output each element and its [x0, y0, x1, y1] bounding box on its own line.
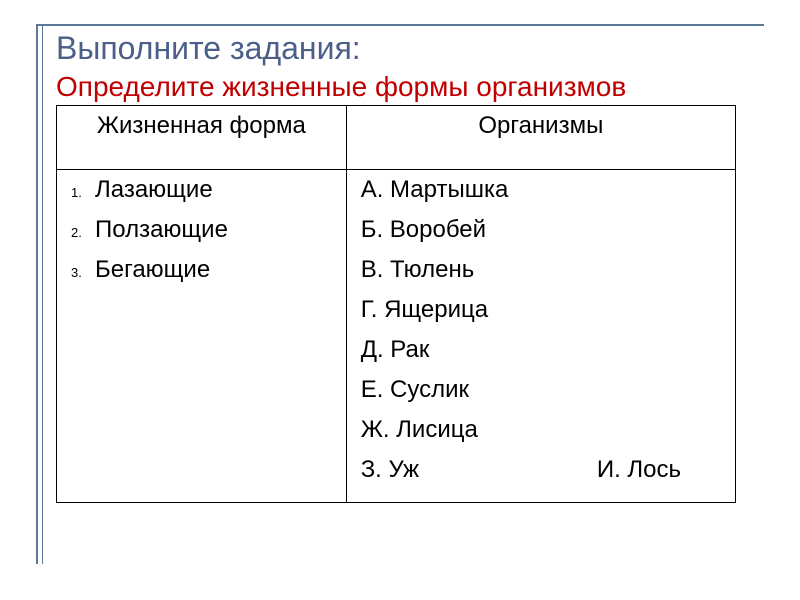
header-life-form: Жизненная форма: [57, 106, 347, 170]
list-number: 1.: [71, 185, 95, 200]
organism-last-row: З. Уж И. Лось: [361, 456, 721, 484]
organism-item: А. Мартышка: [361, 176, 721, 204]
organism-item: В. Тюлень: [361, 256, 721, 284]
life-form-list: 1. Лазающие 2. Ползающие 3. Бегающие: [71, 176, 332, 284]
slide-border-left: [36, 24, 38, 564]
table-body-row: 1. Лазающие 2. Ползающие 3. Бегающие А. …: [57, 170, 736, 503]
organism-item: Е. Суслик: [361, 376, 721, 404]
list-item: 3. Бегающие: [71, 256, 332, 284]
organism-last-second: И. Лось: [597, 456, 721, 484]
organism-item: Ж. Лисица: [361, 416, 721, 444]
list-label: Лазающие: [95, 176, 213, 204]
list-label: Бегающие: [95, 256, 210, 284]
organism-item: Г. Ящерица: [361, 296, 721, 324]
organism-list: А. Мартышка Б. Воробей В. Тюлень Г. Ящер…: [361, 176, 721, 484]
list-label: Ползающие: [95, 216, 228, 244]
organism-item-last: З. Уж И. Лось: [361, 456, 721, 484]
header-organisms: Организмы: [346, 106, 735, 170]
slide-content: Выполните задания: Определите жизненные …: [56, 30, 764, 503]
slide-border-left-inner: [42, 24, 43, 564]
slide-border-top: [36, 24, 764, 26]
cell-organisms: А. Мартышка Б. Воробей В. Тюлень Г. Ящер…: [346, 170, 735, 503]
table-header-row: Жизненная форма Организмы: [57, 106, 736, 170]
title-sub: Определите жизненные формы организмов: [56, 71, 764, 103]
title-main: Выполните задания:: [56, 30, 764, 67]
organism-item: Б. Воробей: [361, 216, 721, 244]
list-item: 1. Лазающие: [71, 176, 332, 204]
list-number: 3.: [71, 265, 95, 280]
list-number: 2.: [71, 225, 95, 240]
task-table: Жизненная форма Организмы 1. Лазающие 2.…: [56, 105, 736, 503]
organism-item: Д. Рак: [361, 336, 721, 364]
organism-last-first: З. Уж: [361, 456, 419, 484]
list-item: 2. Ползающие: [71, 216, 332, 244]
cell-life-forms: 1. Лазающие 2. Ползающие 3. Бегающие: [57, 170, 347, 503]
